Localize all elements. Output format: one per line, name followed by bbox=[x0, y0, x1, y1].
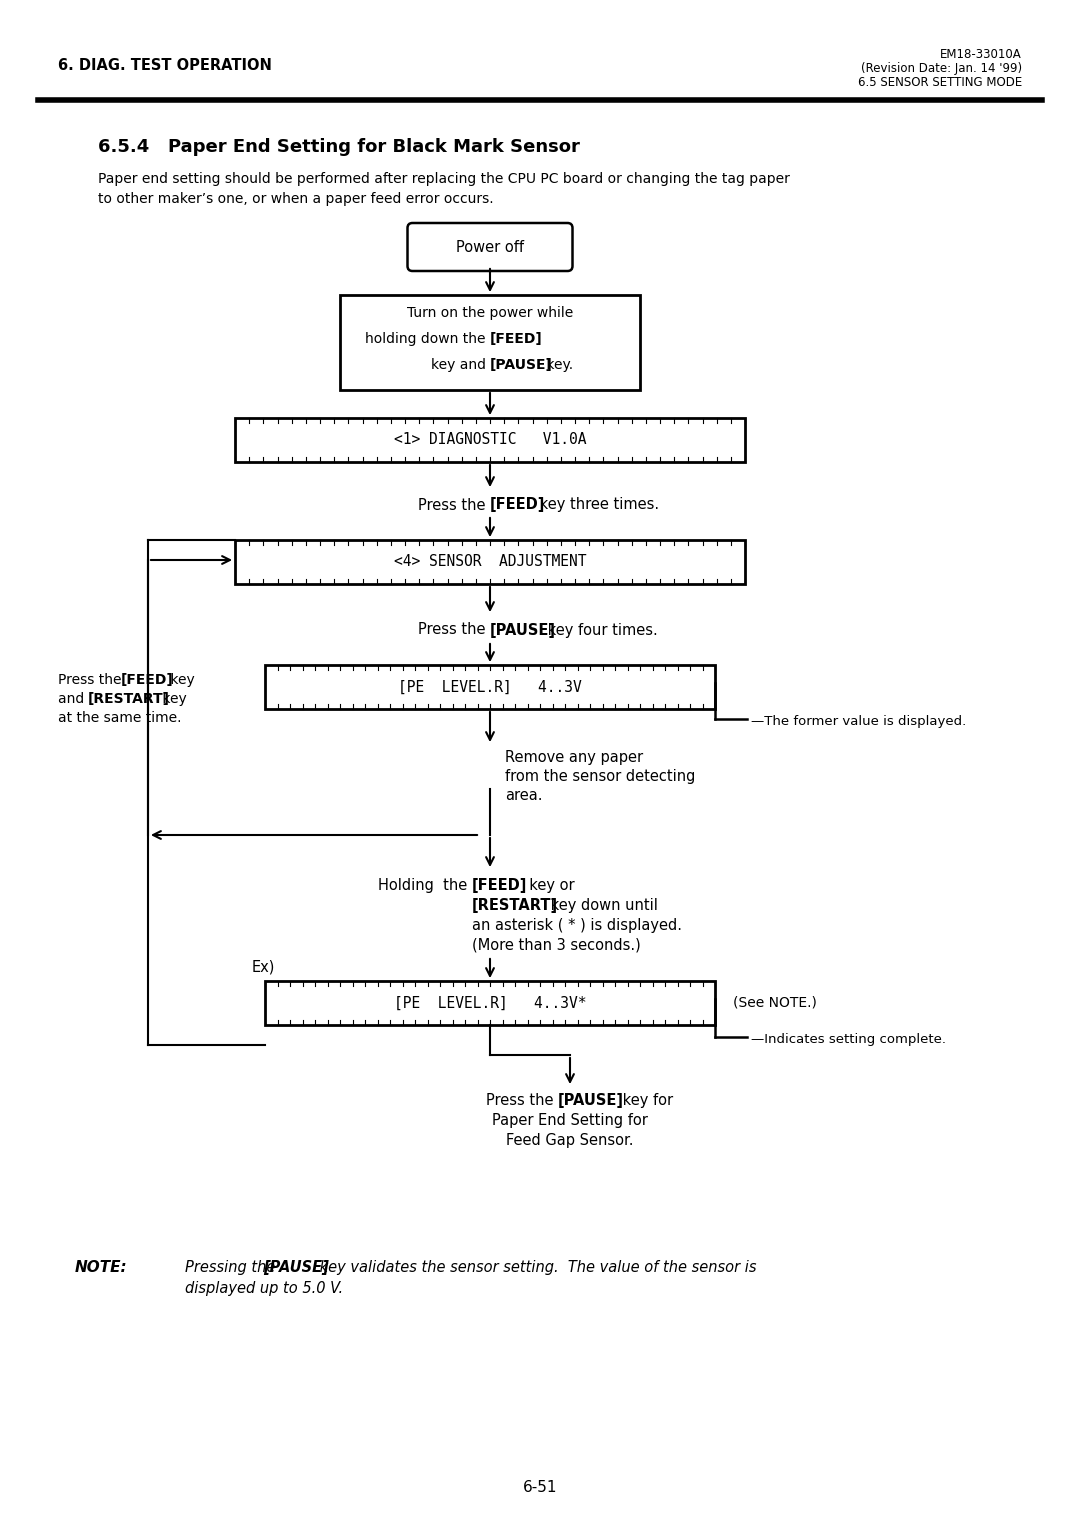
Text: Paper End Setting for: Paper End Setting for bbox=[492, 1113, 648, 1128]
Text: [FEED]: [FEED] bbox=[121, 673, 174, 686]
Text: (More than 3 seconds.): (More than 3 seconds.) bbox=[472, 938, 640, 953]
Text: NOTE:: NOTE: bbox=[75, 1260, 127, 1275]
Text: [PAUSE]: [PAUSE] bbox=[490, 622, 556, 637]
Text: key validates the sensor setting.  The value of the sensor is: key validates the sensor setting. The va… bbox=[315, 1260, 756, 1275]
Text: [RESTART]: [RESTART] bbox=[472, 898, 558, 913]
Text: to other maker’s one, or when a paper feed error occurs.: to other maker’s one, or when a paper fe… bbox=[98, 192, 494, 206]
Bar bbox=[265, 665, 715, 709]
Text: an asterisk ( * ) is displayed.: an asterisk ( * ) is displayed. bbox=[472, 918, 681, 933]
Text: [PE  LEVEL.R]   4..3V*: [PE LEVEL.R] 4..3V* bbox=[394, 996, 586, 1011]
Text: [PAUSE]: [PAUSE] bbox=[490, 358, 553, 372]
Text: —Indicates setting complete.: —Indicates setting complete. bbox=[751, 1032, 946, 1046]
Text: key: key bbox=[158, 692, 187, 706]
Text: from the sensor detecting: from the sensor detecting bbox=[505, 769, 696, 784]
Text: <4> SENSOR  ADJUSTMENT: <4> SENSOR ADJUSTMENT bbox=[394, 555, 586, 569]
Text: (Revision Date: Jan. 14 '99): (Revision Date: Jan. 14 '99) bbox=[861, 63, 1022, 75]
Text: [FEED]: [FEED] bbox=[472, 878, 527, 894]
Text: at the same time.: at the same time. bbox=[58, 711, 181, 724]
Text: Pressing the: Pressing the bbox=[185, 1260, 280, 1275]
Text: Press the: Press the bbox=[418, 622, 490, 637]
Text: [FEED]: [FEED] bbox=[490, 497, 545, 512]
Text: Ex): Ex) bbox=[252, 961, 275, 974]
Text: key.: key. bbox=[542, 358, 573, 372]
Text: Feed Gap Sensor.: Feed Gap Sensor. bbox=[507, 1133, 634, 1148]
Text: Remove any paper: Remove any paper bbox=[505, 750, 643, 766]
Text: Paper end setting should be performed after replacing the CPU PC board or changi: Paper end setting should be performed af… bbox=[98, 172, 789, 186]
Bar bbox=[265, 981, 715, 1025]
Text: —The former value is displayed.: —The former value is displayed. bbox=[751, 715, 967, 727]
Text: and: and bbox=[58, 692, 89, 706]
Bar bbox=[235, 418, 745, 462]
Text: EM18-33010A: EM18-33010A bbox=[941, 47, 1022, 61]
Text: Power off: Power off bbox=[456, 239, 524, 255]
Text: [PAUSE]: [PAUSE] bbox=[264, 1260, 328, 1275]
Text: Press the: Press the bbox=[58, 673, 126, 686]
Text: [RESTART]: [RESTART] bbox=[87, 692, 170, 706]
Bar bbox=[340, 294, 640, 390]
Text: 6.5 SENSOR SETTING MODE: 6.5 SENSOR SETTING MODE bbox=[858, 76, 1022, 88]
Text: [FEED]: [FEED] bbox=[490, 332, 543, 346]
Text: 6.5.4   Paper End Setting for Black Mark Sensor: 6.5.4 Paper End Setting for Black Mark S… bbox=[98, 137, 580, 156]
FancyBboxPatch shape bbox=[407, 223, 572, 271]
Text: key three times.: key three times. bbox=[535, 497, 659, 512]
Text: Holding  the: Holding the bbox=[378, 878, 472, 894]
Text: [PAUSE]: [PAUSE] bbox=[558, 1093, 624, 1109]
Text: key and: key and bbox=[431, 358, 490, 372]
Text: key down until: key down until bbox=[546, 898, 658, 913]
Bar bbox=[235, 540, 745, 584]
Text: key four times.: key four times. bbox=[543, 622, 658, 637]
Text: Press the: Press the bbox=[486, 1093, 558, 1109]
Text: 6. DIAG. TEST OPERATION: 6. DIAG. TEST OPERATION bbox=[58, 58, 272, 73]
Text: (See NOTE.): (See NOTE.) bbox=[733, 996, 816, 1010]
Text: key or: key or bbox=[519, 878, 575, 894]
Text: key: key bbox=[166, 673, 194, 686]
Text: area.: area. bbox=[505, 788, 542, 804]
Text: 6-51: 6-51 bbox=[523, 1479, 557, 1494]
Text: holding down the: holding down the bbox=[365, 332, 490, 346]
Text: <1> DIAGNOSTIC   V1.0A: <1> DIAGNOSTIC V1.0A bbox=[394, 433, 586, 447]
Text: Press the: Press the bbox=[418, 497, 490, 512]
Text: Turn on the power while: Turn on the power while bbox=[407, 307, 573, 320]
Text: displayed up to 5.0 V.: displayed up to 5.0 V. bbox=[185, 1281, 343, 1296]
Text: key for: key for bbox=[618, 1093, 673, 1109]
Text: [PE  LEVEL.R]   4..3V: [PE LEVEL.R] 4..3V bbox=[399, 680, 582, 694]
